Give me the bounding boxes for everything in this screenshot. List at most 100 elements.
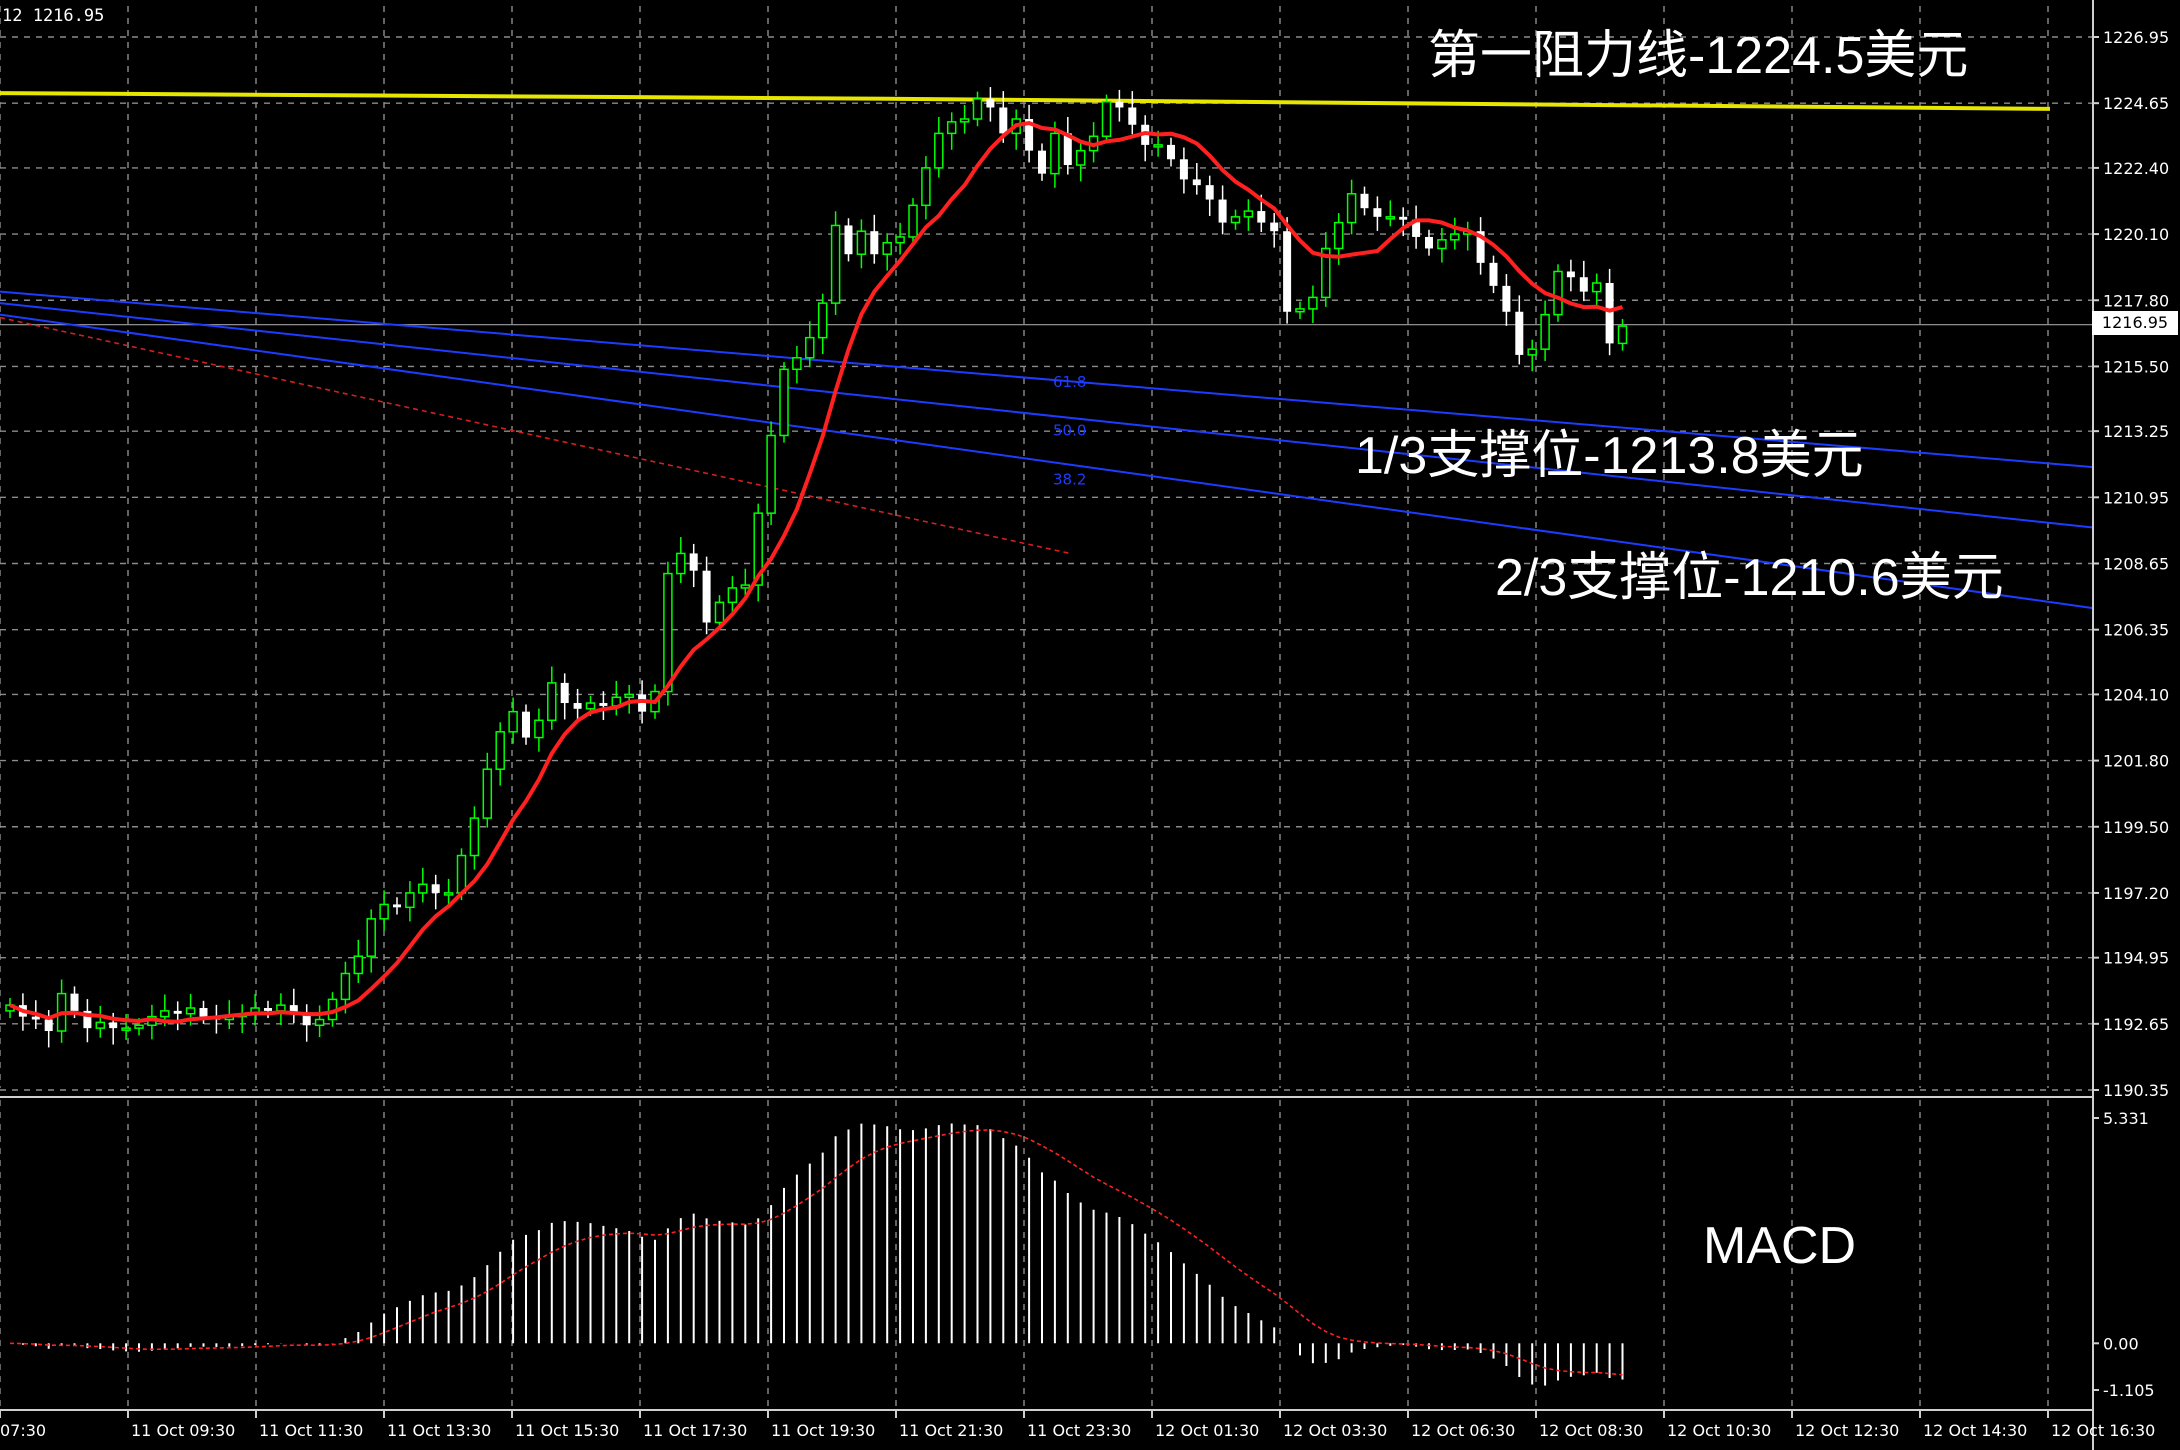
price-axis-label: 1213.25 — [2103, 422, 2169, 441]
candle-body-bear — [1399, 216, 1408, 220]
candle-body-bear — [1360, 193, 1369, 209]
candle-body-bear — [1579, 277, 1588, 292]
candle-body-bull — [1617, 325, 1628, 345]
macd-axis-labels: 5.331 0.00 -1.105 — [2093, 1109, 2155, 1400]
candle-body-bull — [353, 955, 364, 975]
candle-body-bull — [95, 1021, 106, 1029]
candle-body-bull — [1540, 313, 1550, 350]
candle-body-bear — [289, 1005, 298, 1014]
candle-body-bull — [1153, 144, 1163, 148]
candle-body-bear — [599, 703, 608, 706]
candle-body-bear — [1489, 262, 1498, 286]
time-axis-label: 07:30 — [0, 1421, 46, 1440]
candle-body-bull — [443, 892, 454, 896]
candle-body-bull — [624, 693, 634, 699]
price-axis-label: 1194.95 — [2103, 949, 2169, 968]
candle-body-bull — [1230, 216, 1241, 224]
time-axis-label: 12 Oct 08:30 — [1539, 1421, 1643, 1440]
candle-body-bull — [121, 1027, 131, 1031]
fib-level-label: 50.0 — [1053, 422, 1086, 440]
candle-body-bull — [792, 357, 802, 371]
candle-body-bull — [934, 132, 944, 169]
fib-level-label: 61.8 — [1053, 373, 1086, 391]
fib-channel-line — [0, 313, 2094, 610]
current-price-tag: 1216.95 — [2092, 311, 2178, 335]
fib-channel-line — [0, 302, 2094, 529]
candle-body-bear — [264, 1008, 272, 1011]
candle-body-bear — [560, 682, 569, 704]
candle-body-bear — [1412, 219, 1421, 237]
time-axis-label: 12 Oct 06:30 — [1411, 1421, 1515, 1440]
support2-annotation: 2/3支撑位-1210.6美元 — [1495, 549, 2004, 607]
time-axis-label: 11 Oct 23:30 — [1027, 1421, 1131, 1440]
moving-average — [9, 120, 1624, 1024]
candle-body-bear — [1128, 107, 1137, 125]
candle-body-bull — [921, 167, 931, 207]
candle-body-bull — [405, 892, 415, 909]
fib-dashed-line — [0, 316, 1071, 555]
price-axis-label: 1210.95 — [2103, 488, 2169, 507]
candle-body-bear — [1218, 199, 1227, 223]
resistance-annotation: 第一阻力线-1224.5美元 — [1428, 27, 1969, 85]
candle-body-bear — [1566, 271, 1575, 278]
price-axis-label: 1197.20 — [2103, 884, 2169, 903]
candle-body-bull — [1243, 210, 1254, 218]
candle-body-bull — [585, 702, 596, 710]
candle-body-bull — [817, 302, 828, 339]
candle-body-bull — [676, 552, 686, 575]
candle-body-bull — [508, 710, 518, 733]
candle-body-bear — [1205, 185, 1214, 200]
time-axis-label: 12 Oct 14:30 — [1923, 1421, 2027, 1440]
candle-body-bull — [946, 121, 957, 135]
candle-body-bear — [1257, 211, 1266, 223]
candle-body-bull — [456, 854, 467, 894]
candle-body-bear — [302, 1013, 311, 1026]
candle-body-bear — [83, 1010, 92, 1029]
macd-signal-line — [9, 1129, 1623, 1376]
candle-body-bull — [1295, 308, 1305, 313]
candle-body-bear — [638, 694, 647, 712]
fib-level-label: 38.2 — [1053, 471, 1086, 489]
candle-body-bear — [1502, 285, 1511, 312]
time-axis-label: 11 Oct 13:30 — [387, 1421, 491, 1440]
candle-body-bull — [379, 903, 389, 920]
price-axis-label: 1226.95 — [2103, 28, 2169, 47]
candle-body-bull — [1101, 100, 1112, 138]
time-axis-label: 11 Oct 09:30 — [131, 1421, 235, 1440]
candle-body-bear — [199, 1008, 208, 1017]
candle-body-bull — [534, 719, 544, 739]
macd-histogram — [9, 1123, 1624, 1386]
candle-body-bull — [276, 1004, 286, 1012]
candle-body-bear — [31, 1016, 40, 1020]
chart-axes — [0, 0, 2094, 1450]
candle-body-bull — [766, 434, 776, 514]
candle-body-bear — [1063, 133, 1072, 166]
candle-body-bear — [1476, 231, 1485, 263]
candle-body-bull — [1075, 149, 1086, 166]
candle-body-bear — [689, 553, 698, 571]
candle-body-bull — [134, 1024, 144, 1029]
candle-body-bear — [1192, 179, 1201, 186]
price-axis-labels: 1226.95 1224.65 1222.40 1220.10 1217.80 1215.… — [2093, 28, 2169, 1100]
candle-body-bull — [1450, 233, 1460, 241]
candle-body-bull — [1553, 270, 1563, 316]
candle-body-bull — [1321, 247, 1331, 299]
candle-body-bear — [522, 711, 530, 738]
price-axis-label: 1192.65 — [2103, 1015, 2169, 1034]
candle-body-bear — [44, 1019, 53, 1032]
price-axis-label: 1201.80 — [2103, 752, 2169, 771]
candle-body-bull — [1385, 216, 1396, 220]
candle-body-bear — [109, 1022, 118, 1029]
candle-body-bull — [340, 972, 351, 1001]
candle-body-bear — [1270, 222, 1279, 232]
time-axis-label: 11 Oct 21:30 — [899, 1421, 1003, 1440]
candle-body-bull — [856, 230, 867, 255]
price-axis-label: 1217.80 — [2103, 291, 2169, 310]
candle-body-bull — [779, 368, 789, 437]
candle-body-bull — [1591, 282, 1602, 293]
time-axis-label: 12 Oct 16:30 — [2051, 1421, 2155, 1440]
price-axis-label: 1222.40 — [2103, 159, 2169, 178]
fib-level-labels: 61.8 50.0 38.2 — [1053, 373, 1086, 489]
